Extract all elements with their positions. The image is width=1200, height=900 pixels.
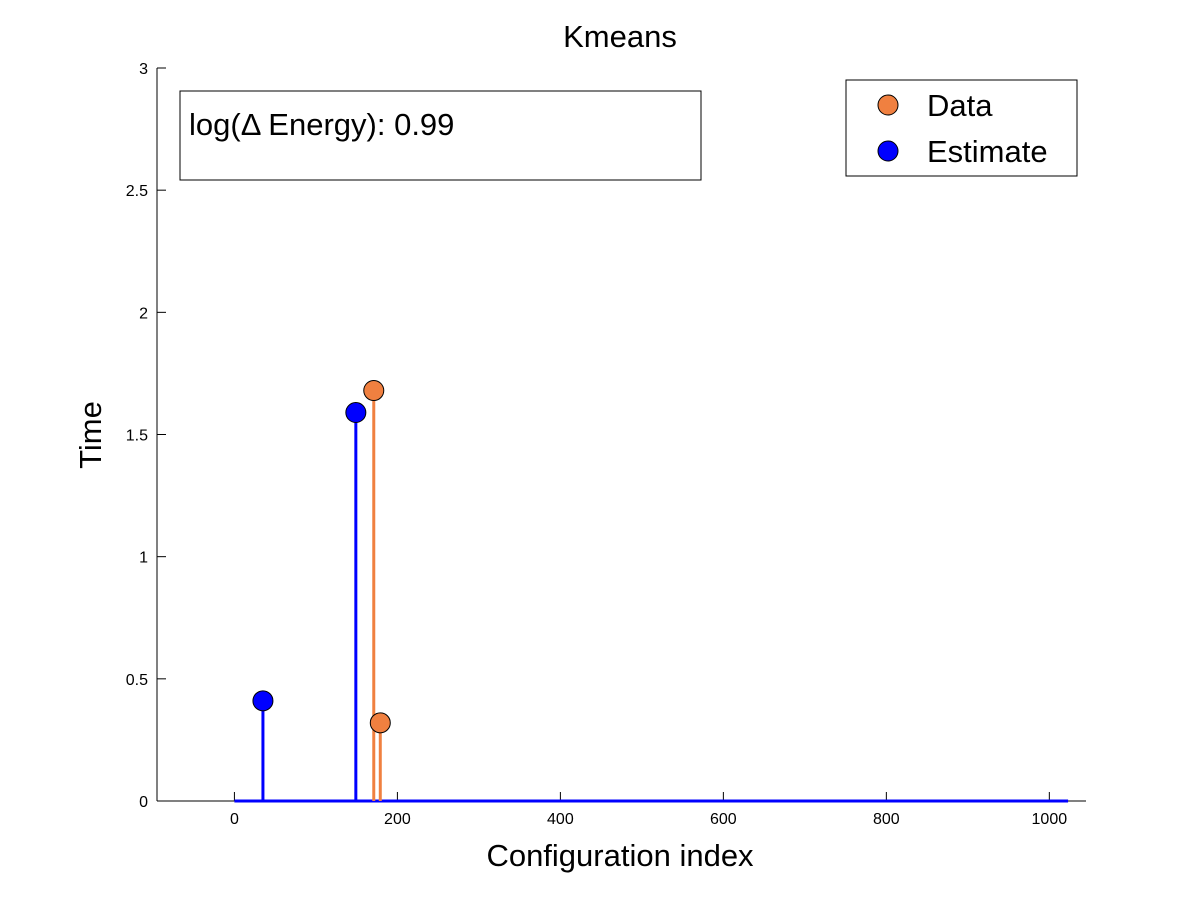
marker-data (369, 712, 391, 734)
legend-label-estimate: Estimate (927, 134, 1048, 169)
marker-data (363, 380, 385, 402)
legend-marker-estimate (877, 140, 899, 162)
y-tick-label: 2 (139, 305, 148, 322)
y-tick-label: 3 (139, 61, 148, 78)
annotation-text: log(Δ Energy): 0.99 (189, 107, 454, 142)
legend-label-data: Data (927, 88, 993, 123)
y-tick-label: 2.5 (126, 183, 148, 200)
axes: 0 200 400 600 800 1000 0 0.5 1 1.5 2 2.5 3 (126, 61, 1086, 828)
y-tick-label: 1.5 (126, 428, 148, 445)
x-tick-label: 400 (547, 811, 574, 828)
markers (252, 380, 391, 734)
y-tick-label: 0 (139, 794, 148, 811)
y-axis-label: Time (73, 401, 108, 469)
x-tick-label: 800 (873, 811, 900, 828)
x-tick-label: 1000 (1032, 811, 1068, 828)
annotation-frame (179, 90, 702, 181)
legend: Data Estimate (845, 79, 1078, 177)
marker-estimate (345, 402, 367, 424)
y-tick-label: 1 (139, 550, 148, 567)
x-axis-label: Configuration index (486, 838, 754, 873)
x-tick-label: 0 (230, 811, 239, 828)
stems (234, 390, 1069, 803)
annotation-box: log(Δ Energy): 0.99 (179, 90, 702, 181)
legend-marker-data (877, 94, 899, 116)
x-tick-label: 200 (384, 811, 411, 828)
y-tick-label: 0.5 (126, 672, 148, 689)
x-tick-label: 600 (710, 811, 737, 828)
marker-estimate (252, 690, 274, 712)
chart-title: Kmeans (563, 19, 677, 54)
